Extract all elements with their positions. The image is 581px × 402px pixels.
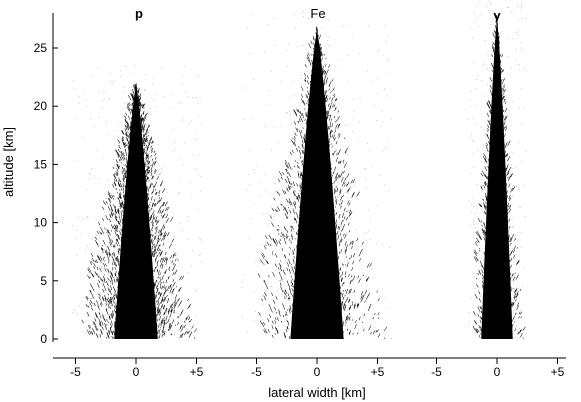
shower-point-clouds bbox=[71, 0, 527, 340]
shower-cloud bbox=[71, 65, 203, 340]
y-tick-label: 15 bbox=[34, 157, 48, 171]
shower-stray-dots bbox=[241, 11, 392, 339]
x-tick-label: +5 bbox=[551, 365, 565, 379]
y-axis: 0 5 10 15 20 25 altitude [km] bbox=[1, 13, 58, 346]
x-tick-label: -5 bbox=[251, 365, 262, 379]
x-tick-label: +5 bbox=[371, 365, 385, 379]
shower-cloud bbox=[241, 11, 392, 340]
x-tick-label: +5 bbox=[190, 365, 204, 379]
x-ticks: -5 0 +5 -5 0 +5 -5 0 +5 bbox=[70, 358, 565, 379]
y-tick-label: 0 bbox=[40, 332, 47, 346]
y-tick-label: 20 bbox=[34, 99, 48, 113]
shower-stray-dots bbox=[71, 65, 203, 337]
y-axis-label: altitude [km] bbox=[1, 127, 16, 197]
x-axis: -5 0 +5 -5 0 +5 -5 0 +5 lateral width [km] bbox=[53, 357, 566, 400]
y-ticks: 0 5 10 15 20 25 bbox=[34, 41, 58, 346]
panel-titles: p Fe γ bbox=[135, 6, 501, 23]
shower-tracks bbox=[472, 14, 526, 340]
x-axis-label: lateral width [km] bbox=[268, 385, 366, 400]
x-tick-label: 0 bbox=[314, 365, 321, 379]
x-tick-label: 0 bbox=[133, 365, 140, 379]
panel-title: γ bbox=[493, 8, 501, 23]
shower-tracks bbox=[257, 26, 388, 340]
shower-core bbox=[290, 30, 344, 339]
x-tick-label: 0 bbox=[494, 365, 501, 379]
y-tick-label: 10 bbox=[34, 216, 48, 230]
shower-core bbox=[114, 85, 158, 339]
x-tick-label: -5 bbox=[70, 365, 81, 379]
panel-title: Fe bbox=[310, 6, 325, 21]
shower-cloud bbox=[468, 0, 527, 340]
shower-tracks bbox=[81, 83, 198, 340]
panel-title: p bbox=[135, 6, 143, 21]
y-tick-label: 5 bbox=[40, 274, 47, 288]
y-tick-label: 25 bbox=[34, 41, 48, 55]
x-tick-label: -5 bbox=[431, 365, 442, 379]
shower-stray-dots bbox=[468, 0, 527, 340]
